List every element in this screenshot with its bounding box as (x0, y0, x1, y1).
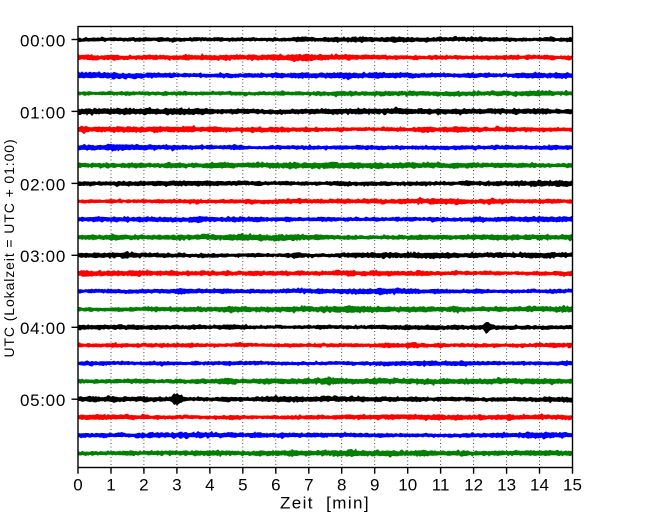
svg-text:15: 15 (563, 476, 582, 495)
svg-text:0: 0 (73, 476, 82, 495)
svg-text:UTC (Lokalzeit = UTC + 01:00): UTC (Lokalzeit = UTC + 01:00) (1, 138, 17, 357)
svg-text:05:00: 05:00 (20, 391, 66, 410)
svg-text:1: 1 (106, 476, 115, 495)
svg-text:03:00: 03:00 (20, 247, 66, 266)
svg-text:00:00: 00:00 (20, 31, 66, 50)
svg-text:01:00: 01:00 (20, 103, 66, 122)
svg-text:10: 10 (398, 476, 417, 495)
svg-text:Zeit [min]: Zeit [min] (280, 494, 370, 513)
svg-text:02:00: 02:00 (20, 175, 66, 194)
svg-text:7: 7 (304, 476, 313, 495)
svg-text:8: 8 (337, 476, 346, 495)
svg-text:11: 11 (432, 476, 450, 495)
svg-text:04:00: 04:00 (20, 319, 66, 338)
svg-text:6: 6 (271, 476, 280, 495)
svg-text:5: 5 (238, 476, 247, 495)
svg-text:3: 3 (172, 476, 181, 495)
svg-text:9: 9 (370, 476, 379, 495)
svg-text:4: 4 (205, 476, 214, 495)
svg-text:2: 2 (139, 476, 148, 495)
svg-text:12: 12 (464, 476, 483, 495)
svg-text:13: 13 (497, 476, 516, 495)
svg-text:14: 14 (530, 476, 549, 495)
